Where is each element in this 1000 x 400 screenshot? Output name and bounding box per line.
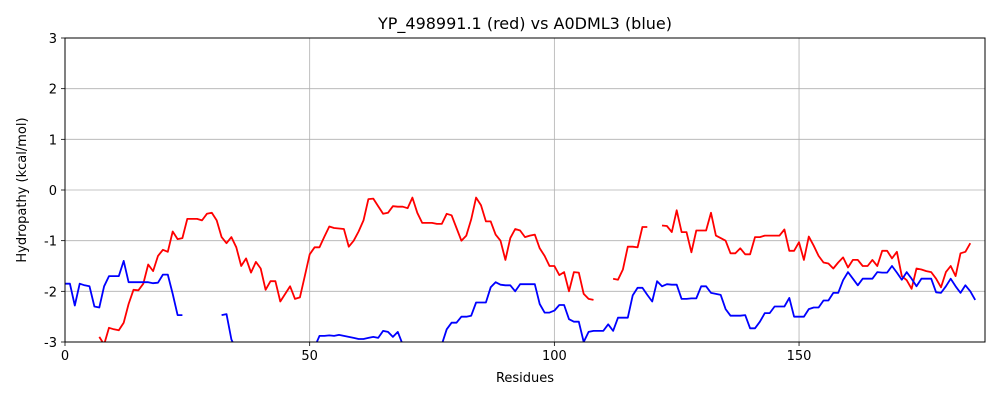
red-series-line [612,226,648,281]
blue-series-line [315,329,403,342]
y-tick-label: 2 [49,83,57,98]
y-tick-label: 3 [49,32,57,47]
chart-title: YP_498991.1 (red) vs A0DML3 (blue) [377,14,672,34]
y-tick-label: -1 [44,235,57,250]
blue-series-line [221,313,234,342]
x-tick-label: 150 [787,349,812,364]
x-tick-label: 50 [301,349,318,364]
x-axis-label: Residues [496,371,554,386]
y-tick-label: -2 [44,285,57,300]
red-series-line [98,196,594,342]
series-lines [65,196,976,342]
grid [64,37,985,343]
x-tick-label: 0 [61,349,69,364]
red-series-line [661,209,972,290]
x-axis-ticks: 0 50 100 150 [61,342,812,364]
y-tick-label: 0 [49,184,57,199]
y-axis-label: Hydropathy (kcal/mol) [15,117,30,262]
blue-series-line [65,259,183,317]
y-tick-label: 1 [49,133,57,148]
x-tick-label: 100 [542,349,567,364]
y-axis-ticks: -3 -2 -1 0 1 2 3 [44,32,65,351]
blue-series-line [441,265,976,342]
y-tick-label: -3 [44,336,57,351]
